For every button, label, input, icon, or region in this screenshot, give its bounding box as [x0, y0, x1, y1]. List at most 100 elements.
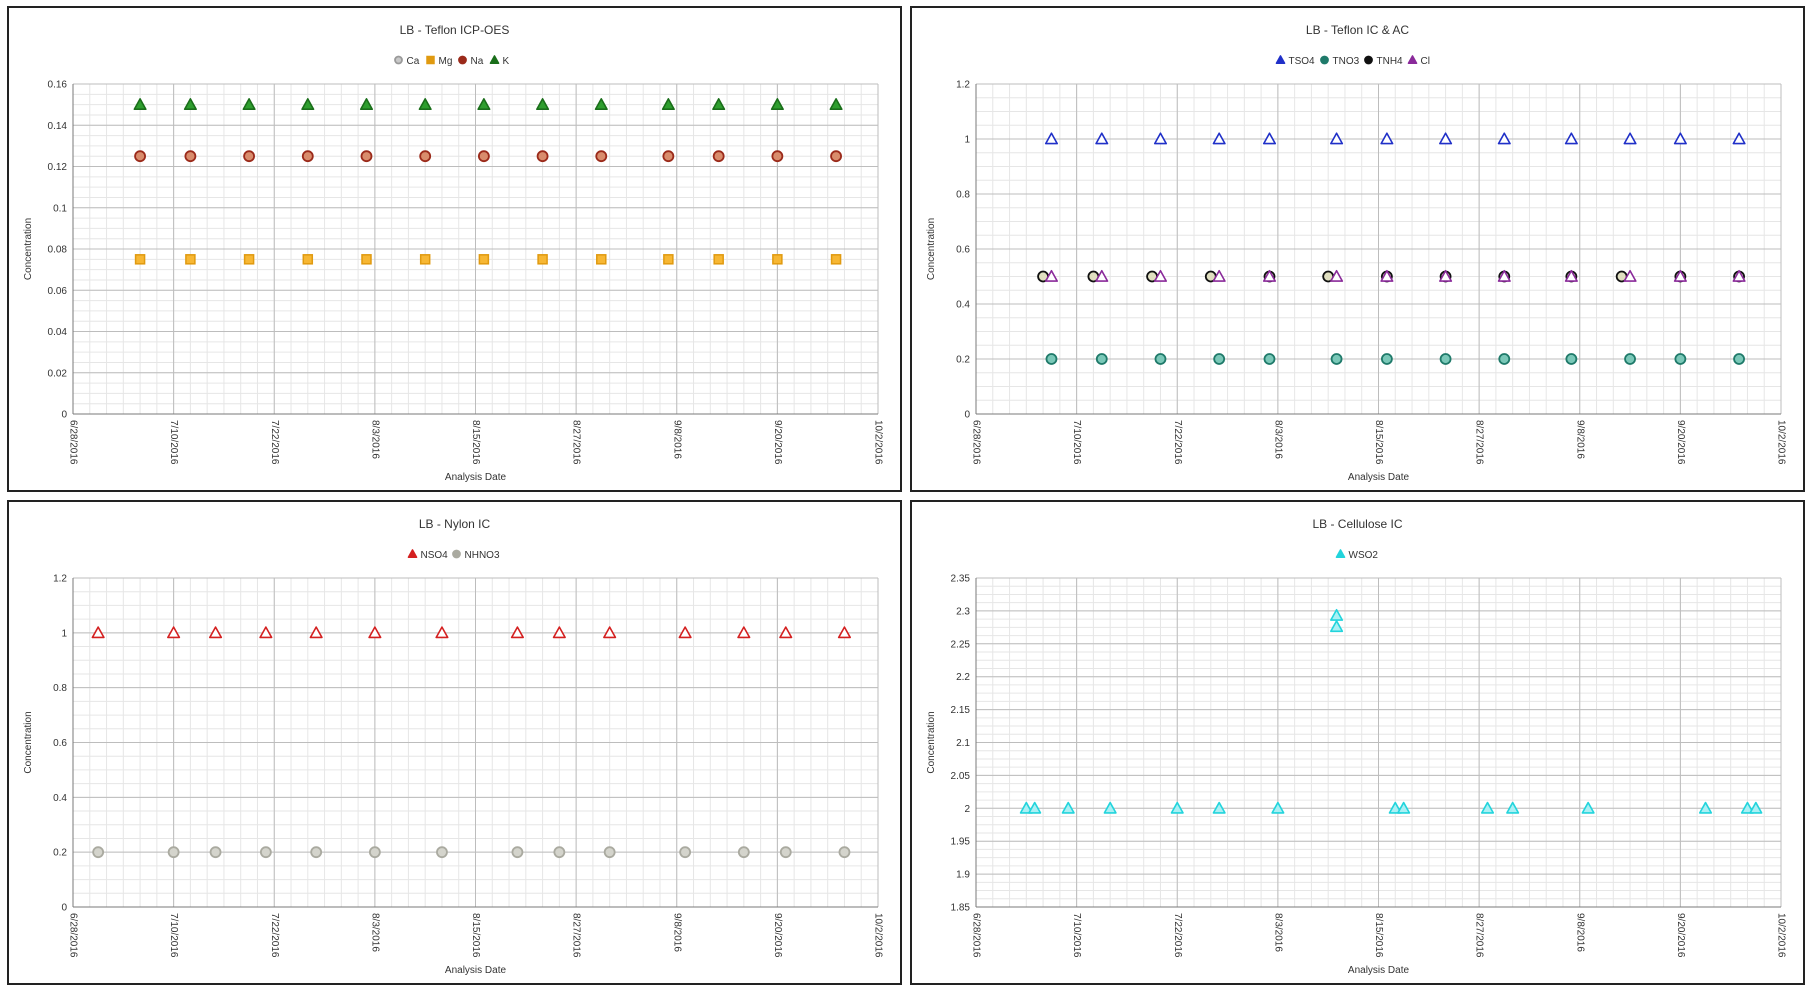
legend-marker — [1335, 549, 1346, 559]
x-tick-label: 6/28/2016 — [971, 420, 982, 465]
x-tick-label: 10/2/2016 — [1776, 420, 1787, 465]
data-point — [1044, 269, 1059, 282]
data-point — [1497, 132, 1511, 145]
legend-label: Ca — [407, 56, 420, 67]
x-tick-label: 8/27/2016 — [571, 913, 582, 958]
data-point — [209, 846, 222, 859]
data-point — [1095, 269, 1109, 282]
data-point — [838, 846, 851, 859]
y-tick-label: 2.25 — [951, 639, 971, 650]
data-point — [1439, 269, 1453, 282]
legend-marker — [458, 55, 467, 65]
data-point — [1674, 353, 1687, 365]
data-point — [737, 846, 750, 859]
data-point — [1045, 353, 1058, 365]
series-wso2 — [1019, 608, 1763, 814]
x-tick-label: 6/28/2016 — [971, 913, 982, 958]
data-point — [713, 254, 724, 265]
data-point — [1263, 353, 1276, 365]
y-tick-label: 1.9 — [956, 870, 970, 881]
chart-svg: 6/28/2016 7/10/2016 7/22/2016 8/3/2016 8/15/… — [926, 517, 1787, 976]
x-tick-label: 9/20/2016 — [1675, 420, 1686, 465]
legend-marker — [426, 55, 435, 65]
chart-panel-cellulose-ic: 6/28/2016 7/10/2016 7/22/2016 8/3/2016 8/15/… — [910, 500, 1805, 985]
data-point — [737, 626, 751, 639]
y-tick-label: 2.35 — [951, 574, 971, 585]
legend-label: K — [503, 56, 510, 67]
data-point — [1212, 269, 1226, 282]
data-point — [183, 98, 197, 111]
data-point — [243, 150, 255, 163]
legend-label: TNH4 — [1377, 56, 1404, 67]
chart-title: LB - Nylon IC — [419, 517, 491, 531]
data-point — [1506, 801, 1520, 814]
data-point — [1061, 801, 1075, 814]
chart-panel-teflon-ic-ac: 6/28/2016 7/10/2016 7/22/2016 8/3/2016 8/15/… — [910, 6, 1805, 492]
data-point — [772, 254, 783, 265]
y-tick-label: 2.05 — [951, 771, 971, 782]
y-axis-title: Concentration — [926, 218, 937, 280]
x-tick-label: 9/8/2016 — [1574, 913, 1585, 952]
y-tick-label: 1 — [61, 628, 67, 639]
legend: NSO4 NHNO3 — [407, 549, 500, 561]
y-tick-label: 0.02 — [48, 368, 68, 379]
data-point — [770, 98, 784, 111]
data-point — [477, 150, 490, 163]
data-point — [360, 150, 373, 163]
data-point — [1330, 353, 1343, 365]
legend-label: Na — [471, 56, 484, 67]
data-point — [1623, 132, 1637, 145]
data-point — [1564, 269, 1578, 282]
y-tick-label: 2.3 — [956, 606, 970, 617]
x-tick-label: 10/2/2016 — [873, 420, 884, 465]
x-tick-label: 8/27/2016 — [1474, 913, 1485, 958]
x-tick-label: 8/3/2016 — [1272, 913, 1283, 952]
data-point — [436, 846, 448, 859]
data-point — [359, 98, 374, 111]
data-point — [1732, 132, 1746, 145]
legend-marker — [452, 549, 461, 559]
data-point — [678, 626, 692, 639]
data-point — [1564, 132, 1578, 145]
legend-marker — [407, 549, 418, 559]
data-point — [243, 254, 255, 265]
data-point — [1732, 269, 1746, 282]
data-point — [779, 846, 792, 859]
data-point — [553, 846, 566, 859]
data-point — [1497, 269, 1511, 282]
x-tick-label: 8/27/2016 — [571, 420, 582, 465]
data-point — [536, 98, 550, 111]
y-tick-label: 0 — [61, 410, 67, 421]
data-point — [552, 626, 566, 639]
data-point — [511, 846, 524, 859]
legend-marker — [1364, 55, 1373, 65]
legend-label: WSO2 — [1349, 550, 1379, 561]
x-tick-label: 8/15/2016 — [470, 420, 481, 465]
y-tick-label: 0 — [61, 903, 67, 914]
x-tick-label: 8/15/2016 — [1373, 420, 1384, 465]
data-point — [1154, 353, 1167, 365]
data-point — [594, 98, 608, 111]
data-point — [1103, 801, 1117, 814]
data-point — [1698, 801, 1713, 814]
y-axis-title: Concentration — [926, 711, 937, 773]
x-tick-label: 9/8/2016 — [671, 420, 682, 459]
data-point — [1740, 801, 1755, 814]
y-tick-label: 2.1 — [956, 738, 970, 749]
data-point — [1019, 801, 1033, 814]
series-tno3 — [1045, 353, 1745, 365]
data-point — [185, 254, 196, 265]
y-tick-label: 1.2 — [53, 574, 67, 585]
chart-title: LB - Teflon ICP-OES — [400, 23, 510, 37]
data-point — [837, 626, 852, 639]
data-point — [537, 254, 548, 265]
x-tick-label: 8/3/2016 — [1272, 420, 1283, 459]
data-point — [1028, 801, 1042, 814]
legend-marker — [1407, 55, 1418, 65]
data-point — [435, 626, 449, 639]
series-nso4 — [91, 626, 852, 639]
series-na — [134, 150, 842, 163]
data-point — [419, 254, 431, 265]
data-point — [1673, 132, 1687, 145]
chart-svg: 6/28/2016 7/10/2016 7/22/2016 8/3/2016 8/15/… — [926, 23, 1787, 483]
